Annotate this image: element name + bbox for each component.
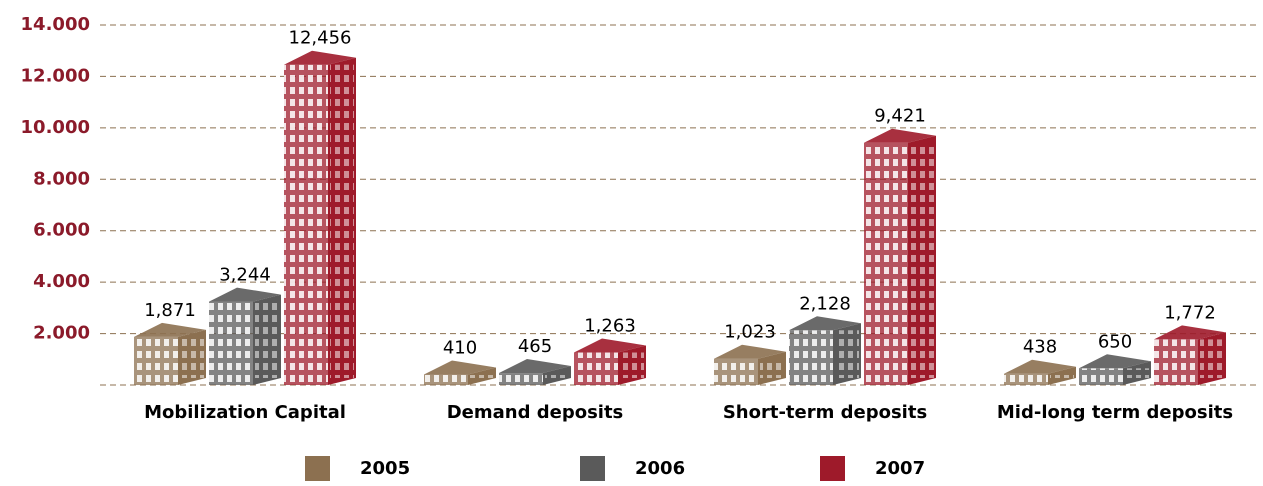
building-side-windows bbox=[1200, 339, 1224, 378]
legend-label: 2006 bbox=[635, 458, 685, 479]
building-side-windows bbox=[330, 65, 354, 378]
building-side-windows bbox=[1050, 374, 1074, 378]
legend-label: 2005 bbox=[360, 458, 410, 479]
building-side-windows bbox=[1125, 368, 1149, 378]
value-label: 1,772 bbox=[1164, 302, 1216, 323]
legend-label: 2007 bbox=[875, 458, 925, 479]
building-windows bbox=[1004, 374, 1048, 385]
legend-swatch bbox=[580, 456, 605, 481]
building-side-windows bbox=[835, 330, 859, 378]
y-tick-label: 4.000 bbox=[33, 271, 90, 292]
building-windows bbox=[424, 374, 468, 385]
x-tick-label: Mid-long term deposits bbox=[997, 402, 1233, 423]
building-side-windows bbox=[470, 374, 494, 378]
building-windows bbox=[1079, 368, 1123, 385]
building-side-windows bbox=[910, 143, 934, 378]
value-label: 1,871 bbox=[144, 300, 196, 321]
building-windows bbox=[1154, 339, 1198, 385]
value-label: 438 bbox=[1023, 337, 1057, 358]
y-tick-label: 6.000 bbox=[33, 220, 90, 241]
x-tick-label: Short-term deposits bbox=[723, 402, 927, 423]
y-tick-label: 10.000 bbox=[21, 117, 90, 138]
building-windows bbox=[574, 353, 618, 385]
y-tick-label: 2.000 bbox=[33, 323, 90, 344]
building-side-windows bbox=[255, 302, 279, 378]
x-tick-label: Mobilization Capital bbox=[144, 402, 346, 423]
legend-swatch bbox=[820, 456, 845, 481]
legend-swatch bbox=[305, 456, 330, 481]
building-windows bbox=[714, 359, 758, 385]
value-label: 12,456 bbox=[289, 28, 352, 49]
building-windows bbox=[499, 373, 543, 385]
building-windows bbox=[134, 337, 178, 385]
x-tick-label: Demand deposits bbox=[447, 402, 624, 423]
y-tick-label: 8.000 bbox=[33, 168, 90, 189]
value-label: 650 bbox=[1098, 331, 1132, 352]
value-label: 2,128 bbox=[799, 293, 851, 314]
value-label: 1,023 bbox=[724, 322, 776, 343]
y-tick-label: 14.000 bbox=[21, 14, 90, 35]
chart: 2.000 4.000 6.000 8.000 10.000 12.000 14.000 Mo… bbox=[0, 0, 1263, 482]
y-tick-label: 12.000 bbox=[21, 65, 90, 86]
value-label: 3,244 bbox=[219, 265, 271, 286]
building-windows bbox=[209, 302, 253, 385]
building-side-windows bbox=[620, 353, 644, 378]
value-label: 9,421 bbox=[874, 106, 926, 127]
building-windows bbox=[284, 65, 328, 385]
building-windows bbox=[789, 330, 833, 385]
building-side-windows bbox=[180, 337, 204, 378]
value-label: 410 bbox=[443, 337, 477, 358]
building-side-windows bbox=[545, 373, 569, 378]
building-side-windows bbox=[760, 359, 784, 378]
value-label: 1,263 bbox=[584, 316, 636, 337]
building-windows bbox=[864, 143, 908, 385]
value-label: 465 bbox=[518, 336, 552, 357]
